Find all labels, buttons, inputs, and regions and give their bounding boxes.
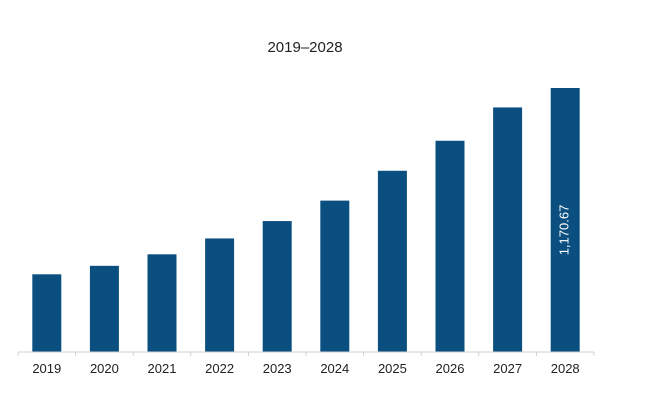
chart-title: 2019–2028 bbox=[267, 39, 342, 56]
bar-2024 bbox=[320, 200, 350, 352]
x-tick-label-2028: 2028 bbox=[551, 361, 580, 376]
x-tick-labels: 2019 2020 2021 2022 2023 2024 2025 2026 2027 2028 bbox=[32, 361, 579, 376]
bar-2021 bbox=[147, 254, 177, 352]
bar-2025 bbox=[377, 170, 407, 352]
data-label-2028: 1,170.67 bbox=[557, 205, 572, 256]
x-tick-label-2024: 2024 bbox=[320, 361, 349, 376]
bar-2020 bbox=[89, 265, 119, 352]
x-tick-label-2022: 2022 bbox=[205, 361, 234, 376]
bars-layer bbox=[32, 88, 580, 352]
x-tick-label-2027: 2027 bbox=[493, 361, 522, 376]
x-tick-label-2026: 2026 bbox=[436, 361, 465, 376]
x-tick-label-2021: 2021 bbox=[148, 361, 177, 376]
bar-2019 bbox=[32, 274, 62, 352]
bar-2027 bbox=[493, 107, 523, 352]
x-tick-label-2020: 2020 bbox=[90, 361, 119, 376]
bar-2028 bbox=[550, 88, 580, 352]
bar-2022 bbox=[205, 238, 235, 352]
x-tick-marks bbox=[17, 352, 595, 356]
x-tick-label-2025: 2025 bbox=[378, 361, 407, 376]
x-tick-label-2019: 2019 bbox=[32, 361, 61, 376]
x-tick-label-2023: 2023 bbox=[263, 361, 292, 376]
data-labels: 1,170.67 bbox=[557, 205, 572, 256]
bar-2026 bbox=[435, 140, 465, 352]
bar-2023 bbox=[262, 221, 292, 352]
